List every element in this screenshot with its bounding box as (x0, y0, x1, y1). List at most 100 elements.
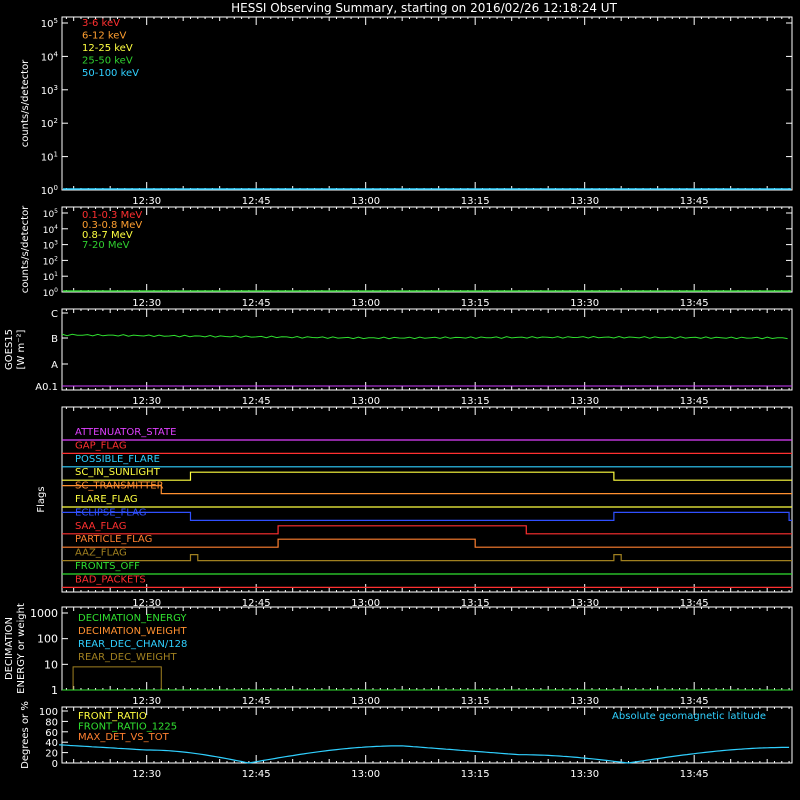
x-tick-label: 13:30 (570, 769, 599, 780)
y-tick-label: 102 (43, 255, 58, 267)
flag-label: BAD_PACKETS (75, 574, 146, 585)
legend-label-right: Absolute geomagnetic latitude (612, 711, 766, 722)
y-tick-label: 40 (45, 738, 58, 749)
panel-frame-ratio (61, 706, 793, 764)
y-tick-label: 103 (43, 240, 58, 252)
x-tick-label: 13:15 (461, 396, 490, 407)
x-tick-label: 13:00 (351, 696, 380, 707)
flag-trace (62, 538, 792, 548)
flag-label: SC_TRANSMITTER (75, 481, 164, 492)
x-tick-label: 12:30 (132, 769, 161, 780)
x-tick-label: 12:45 (242, 769, 271, 780)
x-tick-label: 13:15 (461, 298, 490, 309)
x-tick-label: 13:00 (351, 396, 380, 407)
legend-label: 0.1-0.3 MeV (82, 210, 142, 221)
x-tick-label: 12:45 (242, 196, 271, 207)
y-tick-label: 10 (44, 658, 58, 671)
flag-label: SAA_FLAG (75, 521, 126, 532)
y-tick-label: 102 (41, 117, 58, 130)
legend-label: 6-12 keV (82, 31, 126, 42)
x-tick-label: 13:00 (351, 298, 380, 309)
legend-label: 0.3-0.8 MeV (82, 220, 142, 231)
panel-frame-goes (61, 308, 793, 391)
figure-title: HESSI Observing Summary, starting on 201… (231, 1, 617, 15)
x-tick-label: 13:15 (461, 769, 490, 780)
x-tick-label: 12:30 (132, 196, 161, 207)
flag-label: FLARE_FLAG (75, 494, 138, 505)
x-tick-label: 12:30 (132, 696, 161, 707)
x-tick-label: 13:15 (461, 196, 490, 207)
x-tick-label: 13:45 (680, 196, 709, 207)
y-tick-label: 100 (37, 633, 58, 646)
flag-label: ATTENUATOR_STATE (75, 427, 176, 438)
x-tick-label: 13:45 (680, 769, 709, 780)
flag-trace (62, 485, 792, 495)
legend-label: DECIMATION_WEIGHT (78, 626, 187, 637)
y-axis-label: Flags (36, 486, 47, 512)
x-tick-label: 12:45 (242, 598, 271, 609)
x-tick-label: 13:15 (461, 696, 490, 707)
y-tick-label: 1000 (30, 607, 58, 620)
geomagnetic-latitude-line (59, 744, 790, 764)
y-axis-label-units: [W m⁻²] (16, 329, 27, 369)
y-tick-label: 20 (45, 749, 58, 760)
x-tick-label: 13:45 (680, 696, 709, 707)
y-axis-label: DECIMATION (4, 617, 15, 680)
goes-flux-line (61, 333, 788, 340)
legend-label: 0.8-7 MeV (82, 230, 133, 241)
flag-label: PARTICLE_FLAG (75, 534, 152, 545)
flag-trace (62, 471, 792, 481)
flag-label: POSSIBLE_FLARE (75, 454, 160, 465)
x-tick-label: 13:30 (570, 696, 599, 707)
legend-label: FRONT_RATIO_1225 (78, 722, 177, 733)
x-tick-label: 12:45 (242, 396, 271, 407)
y-tick-label: 100 (41, 184, 58, 197)
x-tick-label: 13:15 (461, 598, 490, 609)
x-tick-label: 13:00 (351, 598, 380, 609)
y-tick-label: 101 (43, 271, 58, 283)
y-tick-label: 60 (45, 728, 58, 739)
rear-dec-weight-step (72, 666, 162, 690)
panel-frame-lowE (61, 16, 793, 191)
y-tick-label: 1 (51, 684, 58, 697)
x-tick-label: 13:30 (570, 196, 599, 207)
flag-trace (62, 554, 792, 562)
legend-label: DECIMATION_ENERGY (78, 613, 187, 624)
legend-label: MAX_DET_VS_TOT (78, 732, 170, 743)
panel-frame-flags (61, 406, 793, 593)
legend-label: 50-100 keV (82, 68, 139, 79)
y-tick-label: A0.1 (35, 382, 58, 393)
x-tick-label: 13:30 (570, 396, 599, 407)
y-tick-label: 100 (39, 707, 58, 718)
flag-label: GAP_FLAG (75, 440, 127, 451)
flag-label: SC_IN_SUNLIGHT (75, 467, 161, 478)
x-tick-label: 12:45 (242, 298, 271, 309)
y-axis-label: GOES15 (4, 329, 15, 370)
y-tick-label: 0 (52, 759, 58, 770)
x-tick-label: 13:30 (570, 598, 599, 609)
x-tick-label: 12:30 (132, 298, 161, 309)
legend-label: FRONT_RATIO (78, 711, 147, 722)
flag-trace (62, 525, 792, 535)
y-axis-label: Degrees or % (20, 701, 31, 769)
legend-label: 25-50 keV (82, 56, 133, 67)
x-tick-label: 12:45 (242, 696, 271, 707)
legend-label: 12-25 keV (82, 43, 133, 54)
flag-label: ECLIPSE_FLAG (75, 507, 146, 518)
y-tick-label: A (51, 360, 58, 371)
panels: 12:30 12:45 13:00 13:15 13:30 13:45 counts/s/d… (4, 16, 793, 780)
legend-label: REAR_DEC_CHAN/128 (78, 639, 187, 650)
x-tick-label: 13:00 (351, 769, 380, 780)
y-axis-label: counts/s/detector (20, 205, 31, 293)
y-tick-label: 103 (41, 84, 58, 97)
x-tick-label: 13:00 (351, 196, 380, 207)
y-tick-label: 101 (41, 151, 58, 164)
flag-label: AAZ_FLAG (75, 548, 127, 559)
y-tick-label: C (51, 309, 58, 320)
y-tick-label: 104 (41, 50, 59, 63)
y-tick-label: B (51, 334, 58, 345)
x-tick-label: 13:45 (680, 598, 709, 609)
flag-trace (62, 511, 792, 521)
legend-label: 3-6 keV (82, 18, 120, 29)
